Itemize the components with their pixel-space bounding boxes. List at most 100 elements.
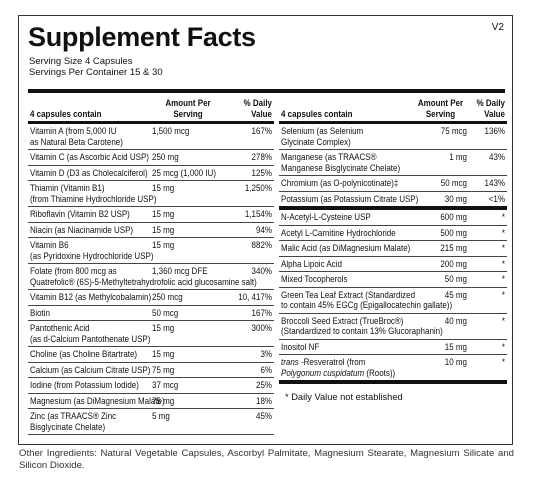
thick-rule [28,89,505,93]
text-line: Value [484,108,505,119]
text-line: 25% [255,380,272,390]
text-line: 250 mg [152,152,179,162]
text-line: 1,154% [244,209,272,219]
text-segment: -Resveratrol (from [298,357,366,367]
nutrient-name: Potassium (as Potassium Citrate USP) [281,194,421,205]
amount: 15 mg [152,240,228,261]
nutrient-name: Chromium (as O-polynicotinate)‡ [281,178,421,189]
text-line: Thiamin (Vitamin B1) [30,183,105,193]
text-line: 50 mcg [440,178,467,188]
amount: 45 mg [421,290,467,311]
text-line: Pantothenic Acid [30,323,90,333]
daily-value: * [467,357,505,378]
nutrient-name: Niacin (as Niacinamide USP) [30,225,152,236]
daily-value: * [467,342,505,353]
text-line: 50 mg [444,274,467,284]
text-line: 215 mg [440,243,467,253]
text-line: 167% [251,307,272,318]
nutrient-name: Acetyl L-Carnitine Hydrochloride [281,228,421,239]
text-line: % Daily [243,98,272,108]
text-line: Manganese (as TRAACS® [281,152,377,162]
text-line: Vitamin B6 [30,240,69,250]
amount: 200 mg [421,259,467,270]
text-line: 10 mg [444,357,467,367]
nutrient-row: trans -Resveratrol (from Polygonum cuspid… [279,355,507,384]
amount: 15 mg [152,209,228,220]
text-line: 75 mg [152,364,175,375]
text-line: 278% [251,152,272,162]
daily-value: 1,250% [228,183,272,204]
text-line: as Natural Beta Carotene) [30,136,123,147]
text-line: Polygonum cuspidatum (Roots)) [281,368,401,379]
text-line: * [501,258,505,269]
amount: 1,500 mcg [152,126,228,147]
text-line: * [501,274,505,284]
text-line: 37 mcg [152,380,179,390]
nutrient-row: Potassium (as Potassium Citrate USP) 30 m… [279,192,507,210]
nutrient-row: Selenium (as Selenium Glycinate Complex) 7… [279,124,507,150]
daily-value: 10, 417% [228,292,272,303]
nutrient-name: Malic Acid (as DiMagnesium Malate) [281,243,421,254]
text-line: 75 mg [152,395,175,406]
text-line: 5 mg [152,411,170,421]
amount: 75 mg [152,396,228,407]
label-box: Supplement Facts V2 Serving Size 4 Capsu… [18,15,513,445]
daily-value: 18% [228,396,272,407]
amount: 15 mg [421,342,467,353]
nutrient-row: Vitamin C (as Ascorbic Acid USP) 250 mg 27… [28,150,274,166]
text-line: 15 mg [152,224,175,235]
text-line: 15 mg [152,209,175,219]
text-line: 1 mg [449,152,467,162]
nutrient-row: Magnesium (as DiMagnesium Malate) 75 mg 18… [28,394,274,409]
text-line: Vitamin B12 (as Methylcobalamin) [30,292,152,302]
footnote: * Daily Value not established [285,392,403,402]
nutrient-row: Niacin (as Niacinamide USP) 15 mg 94% [28,223,274,238]
nutrient-row: Green Tea Leaf Extract (Standardized to c… [279,288,507,314]
text-line: 6% [260,364,272,375]
nutrient-name: Vitamin C (as Ascorbic Acid USP) [30,152,152,163]
header-row: 4 capsules contain Amount Per Serving% Dai… [28,94,274,124]
nutrient-row: Calcium (as Calcium Citrate USP) 75 mg 6% [28,363,274,378]
text-line: Potassium (as Potassium Citrate USP) [281,193,419,204]
text-line: * [501,357,505,367]
amount: 250 mcg [152,292,228,303]
version: V2 [491,22,504,33]
nutrient-name: Folate (from 800 mcg as Quatrefolic® (6S)… [30,266,257,287]
text-line: Manganese Bisglycinate Chelate) [281,162,401,173]
text-line: * [501,341,505,352]
daily-value: * [467,274,505,285]
nutrient-row: N-Acetyl-L-Cysteine USP 600 mg * [279,210,507,226]
nutrient-name: Inositol NF [281,342,421,353]
daily-value: * [467,212,505,223]
text-line: Acetyl L-Carnitine Hydrochloride [281,227,396,238]
text-line: 1,360 mcg DFE [152,266,208,276]
text-line: (Standardized to contain 13% Glucoraphan… [281,326,443,336]
text-line: 125% [251,167,272,178]
text-line: <1% [488,193,505,204]
text-line: 300% [251,323,272,333]
text-line: 1,500 mcg [152,126,190,136]
daily-value: 125% [228,168,272,179]
text-line: Folate (from 800 mcg as [30,266,117,276]
amount: 1 mg [421,152,467,173]
text-line: 30 mg [444,193,467,204]
nutrient-name: Calcium (as Calcium Citrate USP) [30,365,152,376]
daily-value: 45% [228,411,272,432]
text-line: * [501,212,505,222]
nutrient-name: Alpha Lipoic Acid [281,259,421,270]
nutrient-name: Iodine (from Potassium Iodide) [30,380,152,391]
amount: 50 mcg [152,308,228,319]
text-line: 94% [255,224,272,235]
amount: 215 mg [421,243,467,254]
nutrient-name: Riboflavin (Vitamin B2 USP) [30,209,152,220]
text-line: Malic Acid (as DiMagnesium Malate) [281,243,411,253]
text-line: Selenium (as Selenium [281,126,364,136]
daily-value: <1% [467,194,505,205]
text-line: Zinc (as TRAACS® Zinc [30,411,117,421]
text-line: 15 mg [152,349,175,359]
text-line: 43% [488,152,505,162]
text-line: * [501,227,505,238]
nutrient-row: Zinc (as TRAACS® Zinc Bisglycinate Chelat… [28,409,274,435]
nutrient-row: Thiamin (Vitamin B1) (from Thiamine Hydro… [28,181,274,207]
amount: 30 mg [421,194,467,205]
